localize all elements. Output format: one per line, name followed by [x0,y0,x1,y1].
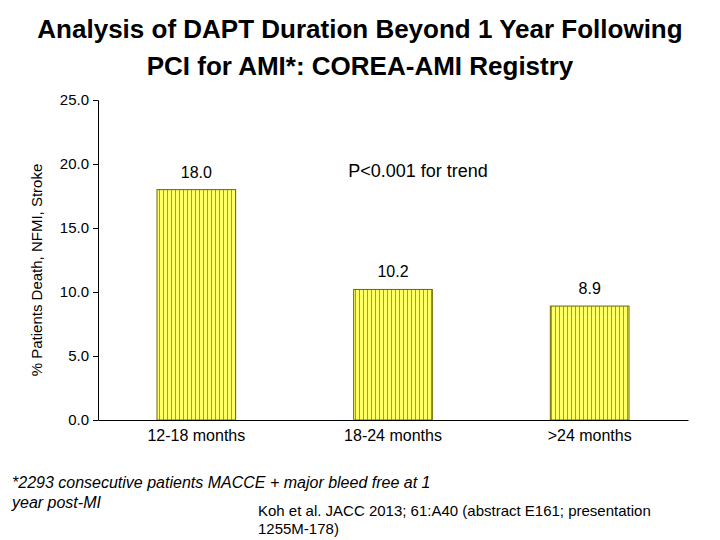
source: 1255M-178) [258,520,339,537]
y-tick: 25.0 [60,91,98,108]
y-axis: 0.0 5.0 10.0 15.0 20.0 25.0 [60,91,99,428]
footnote: year post-MI [11,494,101,511]
x-tick-label: 18-24 months [344,427,442,444]
x-tick-label: 12-18 months [147,427,245,444]
y-tick-label: 0.0 [68,411,89,428]
x-axis: 12-18 months 18-24 months >24 months [99,420,689,444]
y-tick: 15.0 [60,219,98,236]
x-tick: >24 months [548,420,632,444]
y-tick: 5.0 [68,347,98,364]
y-tick: 0.0 [68,411,98,428]
data-label: 18.0 [181,164,212,181]
data-labels: 18.0 10.2 8.9 [181,164,601,297]
y-tick-label: 5.0 [68,347,89,364]
chart: Analysis of DAPT Duration Beyond 1 Year … [0,0,720,540]
y-tick-mark [93,420,98,421]
footnote: *2293 consecutive patients MACCE + major… [12,474,430,491]
y-axis-line [93,101,99,421]
source: Koh et al. JACC 2013; 61:A40 (abstract E… [258,502,651,519]
y-axis-title: % Patients Death, NFMI, Stroke [28,164,45,377]
data-label: 8.9 [579,280,601,297]
title: PCI for AMI*: COREA-AMI Registry [147,51,574,81]
y-tick-mark [93,164,98,165]
bar [550,306,629,420]
y-tick-mark [93,228,98,229]
y-tick-label: 25.0 [60,91,89,108]
bar [157,190,236,420]
title: Analysis of DAPT Duration Beyond 1 Year … [37,14,682,44]
bar [354,289,433,420]
y-tick-mark [93,292,98,293]
x-axis-line [99,420,689,421]
x-tick: 18-24 months [344,420,442,444]
y-tick-mark [93,356,98,357]
y-tick-label: 10.0 [60,283,89,300]
y-tick-mark [93,100,98,101]
y-tick: 10.0 [60,283,98,300]
x-tick-label: >24 months [548,427,632,444]
y-tick-label: 20.0 [60,155,89,172]
bars [157,190,629,420]
annotation: P<0.001 for trend [348,161,488,181]
data-label: 10.2 [377,263,408,280]
title-group: Analysis of DAPT Duration Beyond 1 Year … [37,14,682,81]
y-tick: 20.0 [60,155,98,172]
y-tick-label: 15.0 [60,219,89,236]
x-tick: 12-18 months [147,420,245,444]
